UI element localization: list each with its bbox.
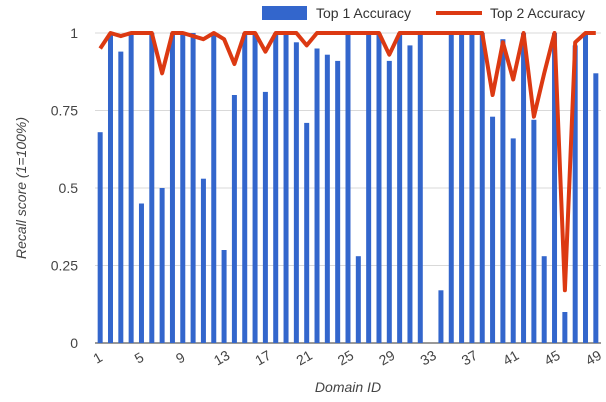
bar-top1-16 (252, 33, 258, 343)
y-tick-labels: 0 0.25 0.5 0.75 1 (51, 25, 78, 351)
bar-top1-28 (376, 33, 382, 343)
bar-top1-39 (490, 116, 496, 343)
bar-top1-26 (355, 256, 361, 343)
bar-top1-15 (242, 33, 248, 343)
bar-top1-2 (107, 33, 113, 343)
bar-top1-3 (118, 51, 124, 343)
top1-bars (97, 33, 599, 344)
y-tick-label: 0.25 (51, 258, 78, 274)
bar-top1-10 (190, 33, 196, 343)
y-tick-label: 1 (70, 25, 78, 41)
bar-top1-45 (552, 33, 558, 343)
bar-top1-46 (562, 312, 568, 343)
x-tick-label: 5 (132, 349, 147, 367)
legend-label-top2: Top 2 Accuracy (490, 5, 585, 21)
bar-top1-37 (469, 33, 475, 343)
x-tick-label: 45 (541, 347, 563, 369)
x-tick-label: 21 (293, 347, 315, 369)
bar-top1-21 (304, 122, 310, 344)
bar-top1-49 (593, 73, 599, 344)
x-tick-label: 33 (417, 347, 439, 369)
bar-top1-30 (397, 33, 403, 343)
bar-top1-43 (531, 119, 537, 343)
x-tick-label: 1 (90, 349, 105, 367)
x-axis-title: Domain ID (315, 379, 381, 395)
bar-top1-20 (293, 42, 299, 344)
bar-top1-17 (262, 91, 268, 344)
x-tick-labels: 1 5 9 13 17 21 25 29 33 37 41 45 49 (90, 347, 604, 369)
legend-label-top1: Top 1 Accuracy (316, 5, 411, 21)
bar-top1-12 (211, 33, 217, 343)
bar-top1-8 (169, 33, 175, 343)
top2-line-group (98, 31, 596, 293)
bar-top1-38 (479, 33, 485, 343)
y-tick-label: 0.5 (59, 180, 79, 196)
bar-top1-47 (572, 45, 578, 344)
bar-top1-23 (324, 54, 330, 343)
y-tick-label: 0 (70, 335, 78, 351)
bar-top1-24 (335, 60, 341, 344)
bar-top1-35 (448, 33, 454, 343)
bar-top1-34 (438, 290, 444, 343)
bar-top1-25 (345, 33, 351, 343)
bar-top1-27 (366, 33, 372, 343)
bar-top1-6 (149, 33, 155, 343)
bar-top1-7 (159, 188, 165, 343)
x-tick-label: 49 (583, 347, 605, 369)
bar-top1-18 (273, 33, 279, 343)
x-tick-label: 25 (335, 347, 357, 369)
bar-top1-42 (521, 33, 527, 343)
bar-top1-48 (583, 33, 589, 343)
bar-top1-32 (417, 33, 423, 343)
bar-top1-22 (314, 48, 320, 343)
bar-top1-40 (500, 39, 506, 343)
legend-swatch-top1 (262, 6, 307, 20)
bar-top1-4 (128, 33, 134, 343)
x-tick-label: 37 (459, 347, 481, 369)
bar-top1-29 (386, 60, 392, 344)
bar-top1-14 (231, 95, 237, 343)
bar-top1-1 (97, 132, 103, 343)
bar-top1-11 (200, 178, 206, 343)
x-tick-label: 17 (252, 347, 274, 369)
bar-top1-5 (138, 203, 144, 343)
bar-top1-36 (459, 33, 465, 343)
x-tick-label: 29 (376, 347, 398, 369)
bar-top1-19 (283, 33, 289, 343)
x-tick-label: 9 (173, 349, 188, 367)
line-top2 (98, 31, 596, 293)
bar-top1-9 (180, 33, 186, 343)
x-tick-label: 41 (500, 347, 522, 369)
bar-top1-13 (221, 250, 227, 343)
legend: Top 1 Accuracy Top 2 Accuracy (262, 5, 585, 21)
bar-top1-44 (541, 256, 547, 343)
y-tick-label: 0.75 (51, 103, 78, 119)
bar-top1-31 (407, 45, 413, 344)
x-tick-label: 13 (211, 347, 233, 369)
bar-top1-41 (510, 138, 516, 343)
y-axis-title: Recall score (1=100%) (13, 117, 29, 259)
